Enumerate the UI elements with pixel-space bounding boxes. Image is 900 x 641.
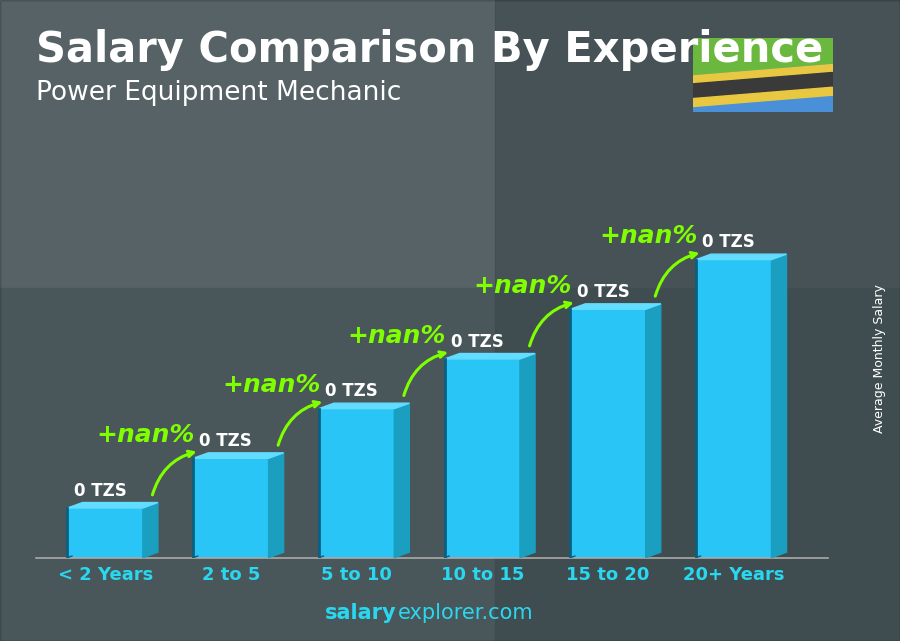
- Bar: [0, 0, 900, 288]
- Text: Average Monthly Salary: Average Monthly Salary: [874, 285, 886, 433]
- Text: explorer.com: explorer.com: [398, 603, 534, 623]
- Text: +nan%: +nan%: [347, 324, 446, 347]
- Polygon shape: [571, 304, 661, 309]
- Text: 0 TZS: 0 TZS: [325, 382, 378, 400]
- Polygon shape: [696, 254, 787, 260]
- Text: 0 TZS: 0 TZS: [577, 283, 629, 301]
- Bar: [0, 288, 900, 641]
- Text: 0 TZS: 0 TZS: [74, 481, 127, 499]
- Polygon shape: [693, 65, 832, 84]
- Bar: [68, 508, 143, 558]
- Polygon shape: [693, 72, 832, 99]
- Text: 0 TZS: 0 TZS: [200, 432, 252, 450]
- Text: Salary Comparison By Experience: Salary Comparison By Experience: [36, 29, 824, 71]
- Text: +nan%: +nan%: [222, 373, 320, 397]
- Polygon shape: [319, 403, 410, 409]
- Text: 0 TZS: 0 TZS: [451, 333, 504, 351]
- Bar: [445, 359, 520, 558]
- Polygon shape: [143, 503, 157, 558]
- Polygon shape: [394, 403, 410, 558]
- Bar: [319, 409, 394, 558]
- Text: +nan%: +nan%: [96, 423, 194, 447]
- Polygon shape: [693, 87, 832, 106]
- Polygon shape: [68, 503, 158, 508]
- Text: salary: salary: [324, 603, 396, 623]
- Bar: [696, 260, 771, 558]
- Bar: [495, 0, 900, 641]
- Polygon shape: [693, 38, 832, 76]
- Polygon shape: [693, 65, 832, 112]
- Polygon shape: [268, 453, 284, 558]
- Polygon shape: [194, 453, 284, 458]
- Polygon shape: [445, 353, 536, 359]
- Bar: [571, 309, 645, 558]
- Polygon shape: [645, 304, 661, 558]
- Text: +nan%: +nan%: [599, 224, 698, 248]
- Text: +nan%: +nan%: [473, 274, 572, 298]
- Polygon shape: [771, 254, 787, 558]
- Text: Power Equipment Mechanic: Power Equipment Mechanic: [36, 80, 401, 106]
- Bar: [194, 458, 268, 558]
- Text: 0 TZS: 0 TZS: [702, 233, 755, 251]
- Polygon shape: [520, 353, 536, 558]
